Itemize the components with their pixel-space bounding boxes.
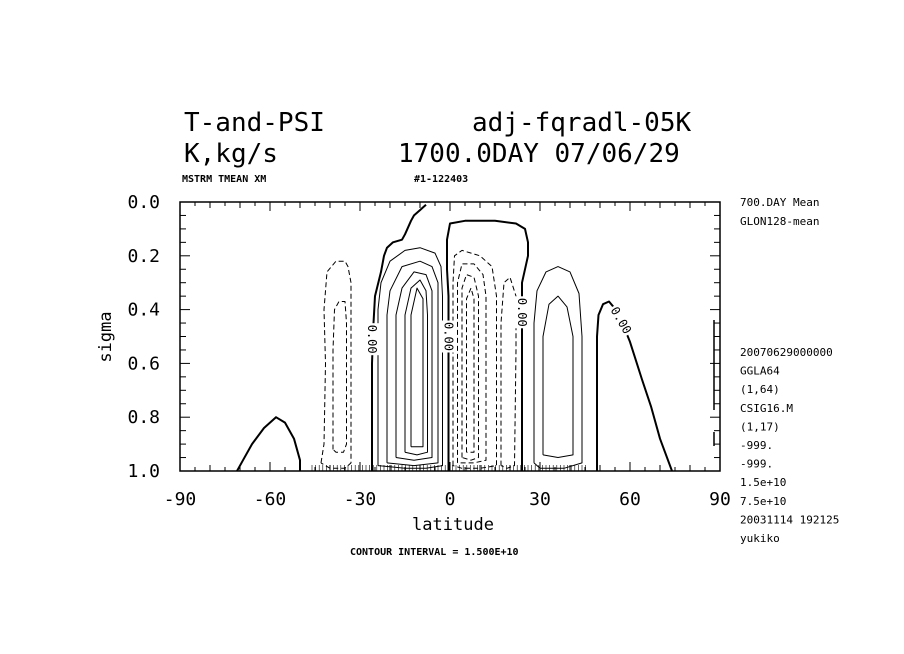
y-tick-label: 1.0 xyxy=(127,461,160,482)
contour-label: 0.00 xyxy=(442,322,456,351)
side-info-line: (1,17) xyxy=(740,420,780,433)
side-info-line: GGLA64 xyxy=(740,365,780,378)
positive-contour xyxy=(533,266,583,469)
negative-contour xyxy=(500,276,517,469)
y-tick-label: 0.6 xyxy=(127,353,160,374)
side-info-0: 700.DAY Mean xyxy=(740,196,819,209)
side-info-1: GLON128-mean xyxy=(740,215,819,228)
negative-contour xyxy=(452,249,497,469)
x-tick-label: 0 xyxy=(445,489,456,510)
negative-contour xyxy=(457,263,487,464)
x-tick-labels: -90 -60 -30 0 30 60 90 xyxy=(164,489,731,510)
side-info-line: 20070629000000 xyxy=(740,346,833,359)
negative-contour xyxy=(320,260,352,469)
side-info-line: (1,64) xyxy=(740,383,780,396)
side-info-line: yukiko xyxy=(740,532,780,545)
contour-label-bg xyxy=(606,303,636,338)
x-tick-label: 30 xyxy=(529,489,551,510)
axis-ticks xyxy=(179,201,721,472)
chart-title-left: T-and-PSI xyxy=(184,108,325,138)
zero-contour xyxy=(596,300,673,472)
side-info-line: 20031114 192125 xyxy=(740,513,839,526)
positive-contour xyxy=(542,295,574,458)
chart-date: 1700.0DAY 07/06/29 xyxy=(398,139,680,169)
y-tick-label: 0.4 xyxy=(127,300,160,321)
contour-label-bg xyxy=(515,296,529,329)
chart-units: K,kg/s xyxy=(184,139,278,169)
y-axis-label: sigma xyxy=(96,311,116,362)
chart-subtitle-left: MSTRM TMEAN XM xyxy=(182,174,266,185)
x-tick-label: -60 xyxy=(254,489,287,510)
side-info-line: -999. xyxy=(740,458,773,471)
y-tick-label: 0.2 xyxy=(127,246,160,267)
positive-contour xyxy=(404,279,428,456)
contour-labels: 0.00 0.00 0.00 0.00 xyxy=(365,296,636,356)
zero-contour xyxy=(236,416,301,472)
contour-label: 0.00 xyxy=(515,298,529,327)
negative-contour xyxy=(332,301,347,453)
side-info-line: CSIG16.M xyxy=(740,402,793,415)
positive-contour xyxy=(377,247,443,469)
x-tick-label: 90 xyxy=(709,489,731,510)
contour-label-bg xyxy=(441,320,456,353)
side-info-line: -999. xyxy=(740,439,773,452)
chart-subtitle-right: #1-122403 xyxy=(414,174,468,185)
negative-contour xyxy=(461,274,479,461)
y-tick-label: 0.8 xyxy=(127,407,160,428)
side-info-line: 1.5e+10 xyxy=(740,476,786,489)
positive-contour xyxy=(386,260,439,467)
x-tick-label: -90 xyxy=(164,489,197,510)
contour-lines xyxy=(236,203,673,472)
side-info-list: 20070629000000 GGLA64 (1,64) CSIG16.M (1,17)… xyxy=(740,346,839,545)
contour-label: 0.00 xyxy=(365,325,379,354)
contour-label-bg xyxy=(365,323,379,356)
zero-contour xyxy=(446,219,529,471)
x-axis-label: latitude xyxy=(412,515,494,535)
negative-contour xyxy=(466,287,475,453)
x-tick-label: -30 xyxy=(344,489,377,510)
contour-label: 0.00 xyxy=(608,304,635,336)
contour-interval: CONTOUR INTERVAL = 1.500E+10 xyxy=(350,547,519,558)
y-tick-labels: 0.0 0.2 0.4 0.6 0.8 1.0 xyxy=(127,192,160,482)
positive-contour xyxy=(395,271,433,461)
zero-contour xyxy=(371,203,427,471)
positive-contour xyxy=(410,287,424,448)
side-info-line: 7.5e+10 xyxy=(740,495,786,508)
chart-title-right: adj-fqradl-05K xyxy=(472,108,691,138)
x-tick-label: 60 xyxy=(619,489,641,510)
y-tick-label: 0.0 xyxy=(127,192,160,213)
